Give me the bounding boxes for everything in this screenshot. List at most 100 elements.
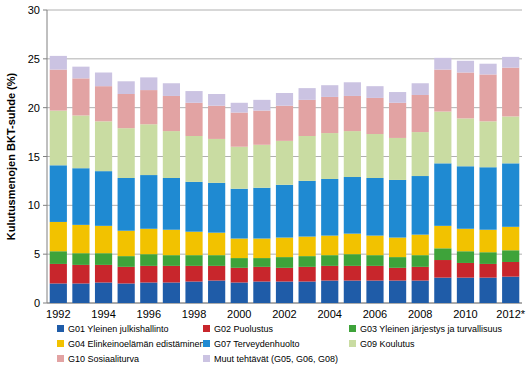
legend-swatch xyxy=(349,340,356,347)
y-axis-label: Kulutusmenojen BKT-suhde (%) xyxy=(5,72,17,240)
bar-segment xyxy=(163,83,180,96)
bar-segment xyxy=(95,282,112,303)
bar-segment xyxy=(412,267,429,281)
bar-segment xyxy=(479,167,496,230)
bar-segment xyxy=(344,281,361,303)
bar-segment xyxy=(163,131,180,178)
bar-segment xyxy=(185,182,202,232)
bar-segment xyxy=(231,258,248,268)
bar-segment xyxy=(434,260,451,278)
legend-label: G09 Koulutus xyxy=(360,339,415,349)
bar-segment xyxy=(321,255,338,266)
bar-segment xyxy=(208,183,225,233)
bar-segment xyxy=(208,266,225,281)
bar-segment xyxy=(299,282,316,303)
bar-segment xyxy=(276,238,293,258)
bar-segment xyxy=(434,163,451,226)
bar-segment xyxy=(50,283,67,303)
legend-label: G03 Yleinen järjestys ja turvallisuus xyxy=(360,324,502,334)
bar-segment xyxy=(276,141,293,185)
bar-segment xyxy=(95,73,112,87)
bar-segment xyxy=(253,145,270,188)
bar-segment xyxy=(185,232,202,255)
bar-segment xyxy=(118,128,135,178)
bar-segment xyxy=(321,133,338,179)
bar-segment xyxy=(253,258,270,267)
bar-segment xyxy=(118,81,135,94)
x-tick-label: 2012* xyxy=(496,308,525,320)
y-tick-label: 15 xyxy=(28,151,40,163)
bar-segment xyxy=(118,267,135,284)
bar-segment xyxy=(276,93,293,106)
bar-segment xyxy=(344,266,361,281)
bar-segment xyxy=(412,176,429,235)
bar-segment xyxy=(502,227,519,250)
bars xyxy=(50,56,520,303)
bar-segment xyxy=(457,61,474,73)
bar-segment xyxy=(50,70,67,111)
bar-segment xyxy=(299,267,316,282)
bar-segment xyxy=(276,106,293,141)
bar-segment xyxy=(50,222,67,251)
y-tick xyxy=(43,10,47,11)
x-tick-label: 1994 xyxy=(91,308,115,320)
bar-segment xyxy=(366,86,383,98)
bar-segment xyxy=(72,67,89,79)
bar-segment xyxy=(140,90,157,124)
bar-segment xyxy=(344,82,361,96)
legend-swatch xyxy=(349,325,356,332)
bar-segment xyxy=(163,230,180,255)
bar-segment xyxy=(253,188,270,239)
bar-segment xyxy=(50,111,67,166)
bar-segment xyxy=(457,166,474,229)
bar-segment xyxy=(321,85,338,97)
bar-segment xyxy=(299,88,316,100)
bar-segment xyxy=(479,64,496,75)
bar-segment xyxy=(50,56,67,70)
bar-segment xyxy=(276,282,293,303)
bar-segment xyxy=(118,94,135,128)
x-tick-label: 2008 xyxy=(408,308,432,320)
bar-segment xyxy=(72,265,89,284)
bar-segment xyxy=(321,236,338,256)
x-tick-label: 2006 xyxy=(363,308,387,320)
bar-segment xyxy=(434,58,451,70)
bar-segment xyxy=(389,180,406,238)
bar-segment xyxy=(140,254,157,266)
bar-segment xyxy=(118,178,135,231)
bar-segment xyxy=(502,68,519,117)
y-tick-label: 5 xyxy=(34,248,40,260)
bar-segment xyxy=(412,83,429,95)
bar-segment xyxy=(299,237,316,257)
y-tick-label: 20 xyxy=(28,102,40,114)
bar-segment xyxy=(140,266,157,283)
bar-segment xyxy=(253,267,270,282)
bar-segment xyxy=(457,229,474,251)
bar-segment xyxy=(208,94,225,106)
bar-segment xyxy=(163,282,180,303)
legend-label: G01 Yleinen julkishallinto xyxy=(68,324,168,334)
bar-segment xyxy=(163,96,180,131)
bar-segment xyxy=(321,281,338,303)
legend-label: G04 Elinkeinoelämän edistäminen xyxy=(68,339,205,349)
bar-segment xyxy=(95,121,112,171)
bar-segment xyxy=(502,277,519,303)
bar-segment xyxy=(479,252,496,264)
bar-segment xyxy=(366,178,383,236)
bar-segment xyxy=(50,264,67,284)
bar-segment xyxy=(231,282,248,303)
legend-label: G02 Puolustus xyxy=(214,324,274,334)
bar-segment xyxy=(389,138,406,180)
bar-segment xyxy=(163,255,180,266)
bar-segment xyxy=(95,226,112,253)
bar-segment xyxy=(95,171,112,226)
bar-segment xyxy=(434,70,451,112)
bar-segment xyxy=(231,103,248,113)
bar-segment xyxy=(366,281,383,303)
bar-segment xyxy=(140,77,157,90)
bar-segment xyxy=(457,278,474,303)
legend-swatch xyxy=(57,325,64,332)
grid-line xyxy=(47,10,522,11)
x-tick-label: 2004 xyxy=(317,308,341,320)
bar-segment xyxy=(276,268,293,282)
